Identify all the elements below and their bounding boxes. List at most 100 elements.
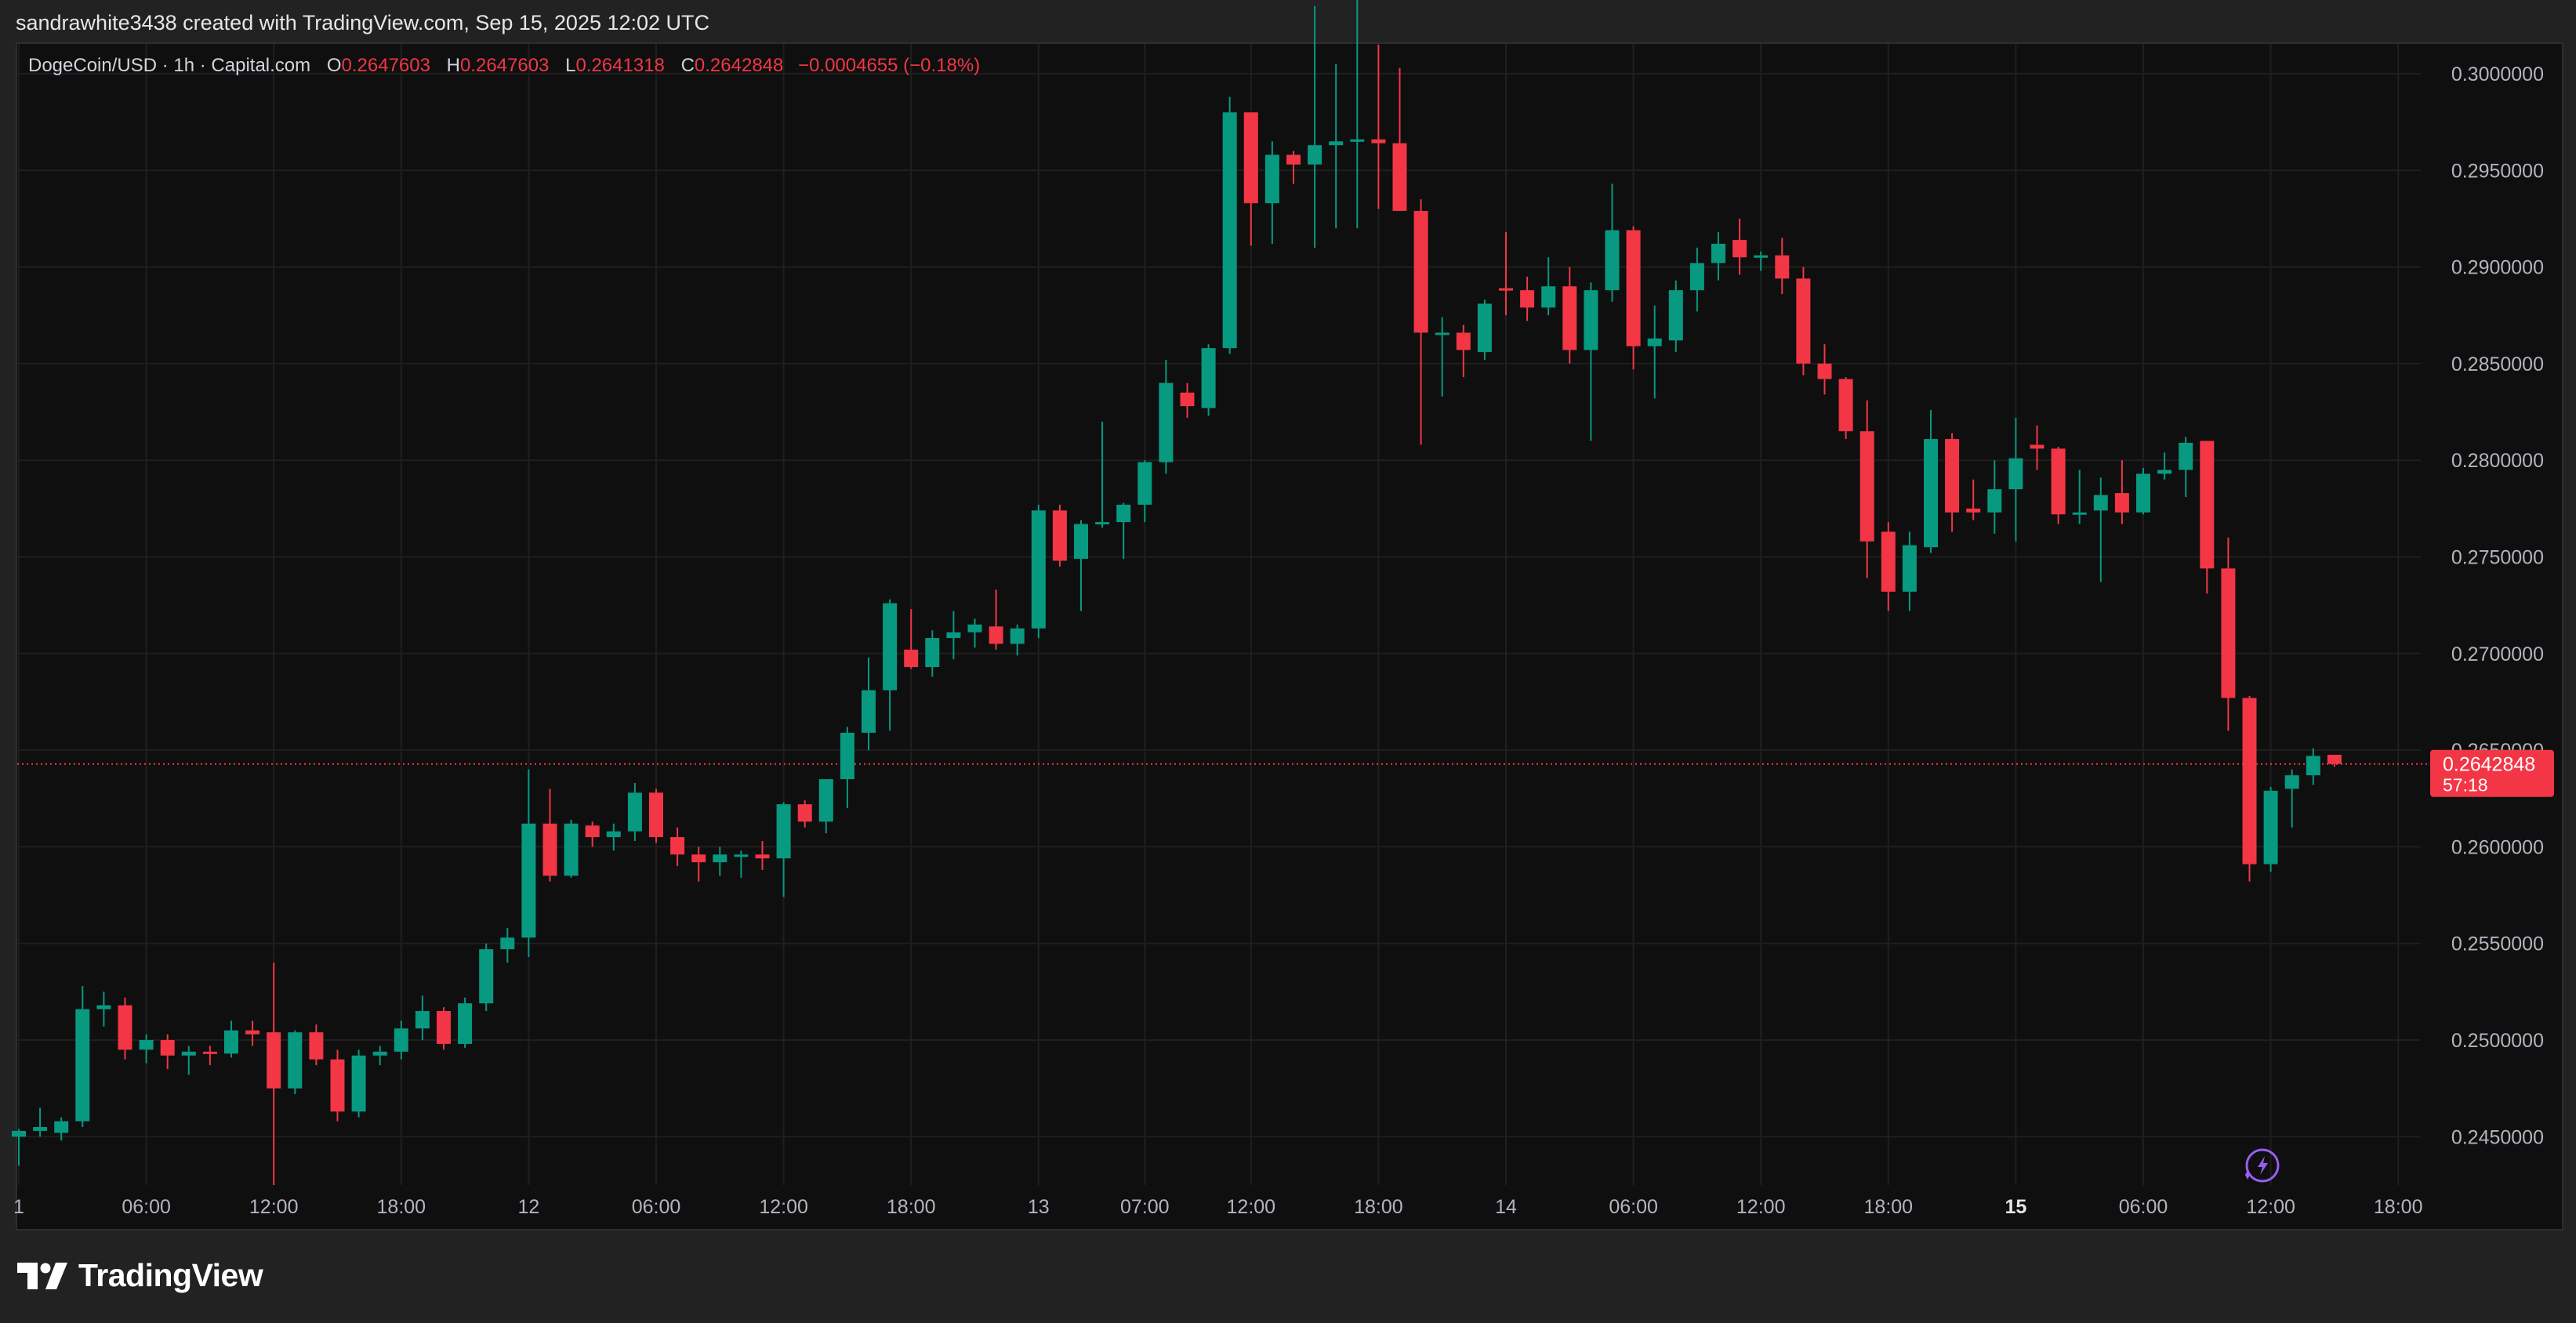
time-tick-label: 12:00 (1736, 1196, 1786, 1218)
candle (1754, 251, 1769, 271)
candle-body (500, 937, 515, 950)
candle-body (1456, 332, 1471, 350)
candle-body (797, 804, 812, 822)
candle (96, 991, 111, 1027)
candle-body (627, 792, 642, 832)
candle-body (649, 792, 663, 838)
candle (1817, 344, 1832, 395)
low-label: L (565, 55, 576, 76)
candle (585, 821, 600, 847)
candle-body (1902, 545, 1917, 592)
candle-body (521, 823, 536, 938)
top-bar: sandrawhite3438 created with TradingView… (0, 0, 2576, 44)
candle (75, 985, 90, 1127)
candle-body (1010, 628, 1025, 644)
candle (415, 995, 430, 1040)
price-tick-label: 0.2950000 (2451, 160, 2544, 182)
candle-body (372, 1051, 387, 1056)
author-credit: sandrawhite3438 created with TradingView… (16, 11, 710, 34)
candle-body (437, 1011, 451, 1044)
time-tick-label: 18:00 (1354, 1196, 1403, 1218)
candle-body (1201, 348, 1216, 408)
price-tick-label: 0.2900000 (2451, 257, 2544, 279)
symbol-title[interactable]: DogeCoin/USD · 1h · Capital.com (28, 55, 311, 76)
candle-body (2114, 493, 2129, 513)
candle (2327, 755, 2342, 767)
candles (12, 0, 2342, 1185)
candle (1286, 150, 1301, 184)
candle (1605, 183, 1620, 302)
time-tick-label: 18:00 (2374, 1196, 2423, 1218)
candle-body (1052, 510, 1067, 561)
price-tick-label: 0.2700000 (2451, 643, 2544, 665)
last-price-value: 0.2642848 (2443, 754, 2535, 776)
candle-body (1435, 332, 1449, 335)
candle (1945, 433, 1960, 532)
candle (564, 819, 579, 878)
candle (372, 1046, 387, 1066)
candle-body (394, 1028, 408, 1052)
candle-body (1732, 240, 1747, 258)
candle (12, 1129, 26, 1166)
candle (1264, 141, 1279, 245)
price-axis[interactable]: 0.3000000 0.2950000 0.2900000 0.2850000 0.28… (2451, 63, 2544, 1148)
candle-body (1817, 363, 1832, 379)
candle (925, 630, 940, 677)
candle (2200, 440, 2215, 594)
time-tick-label: 14 (1495, 1196, 1517, 1218)
candle-body (1413, 211, 1428, 333)
candle (1095, 421, 1110, 528)
candle (1350, 0, 1365, 229)
candle (2051, 446, 2066, 524)
candle (1711, 232, 1725, 281)
candle (1222, 96, 1237, 354)
time-tick-label: 12:00 (249, 1196, 299, 1218)
candle-body (479, 949, 494, 1004)
candle (670, 827, 685, 867)
candle-body (1520, 290, 1535, 308)
time-tick-label: 06:00 (122, 1196, 171, 1218)
candle (1562, 266, 1577, 364)
time-tick-label: 1 (13, 1196, 24, 1218)
candle-body (1243, 112, 1258, 204)
candle-body (2263, 790, 2278, 864)
time-tick-label: 06:00 (632, 1196, 681, 1218)
candle (1329, 63, 1344, 229)
candle-body (925, 638, 940, 668)
candle-body (1626, 230, 1641, 346)
time-axis[interactable]: 1 06:00 12:00 18:00 12 06:00 12:00 18:00 13 07:00… (13, 1196, 2422, 1218)
candle (1477, 299, 1492, 360)
time-tick-label: 12:00 (1227, 1196, 1276, 1218)
high-label: H (446, 55, 460, 76)
candle-body (1987, 489, 2002, 513)
candle-body (1392, 143, 1407, 212)
candle (2284, 769, 2299, 828)
candle (479, 943, 494, 1012)
candle (946, 611, 961, 660)
candle-body (734, 854, 749, 857)
candle (1584, 282, 1598, 441)
candle (1881, 522, 1896, 611)
candle-body (139, 1040, 154, 1050)
candle (1626, 226, 1641, 370)
candle (1413, 199, 1428, 445)
price-tick-label: 0.2600000 (2451, 836, 2544, 858)
candle (458, 997, 473, 1048)
candle (2114, 460, 2129, 524)
time-tick-label: 07:00 (1120, 1196, 1170, 1218)
candle (862, 657, 876, 751)
candle-body (224, 1030, 238, 1054)
candle-body (1286, 154, 1301, 165)
candle-body (2157, 469, 2172, 474)
candle-body (755, 854, 770, 859)
candle (967, 618, 982, 648)
brand-name: TradingView (78, 1257, 263, 1293)
lightning-icon[interactable] (2245, 1148, 2280, 1183)
tradingview-logo[interactable]: TradingView (17, 1257, 263, 1294)
candle (1010, 624, 1025, 656)
candle-body (1775, 255, 1790, 279)
candle (1031, 504, 1046, 639)
candle-body (1966, 508, 1981, 513)
candle (649, 788, 663, 843)
